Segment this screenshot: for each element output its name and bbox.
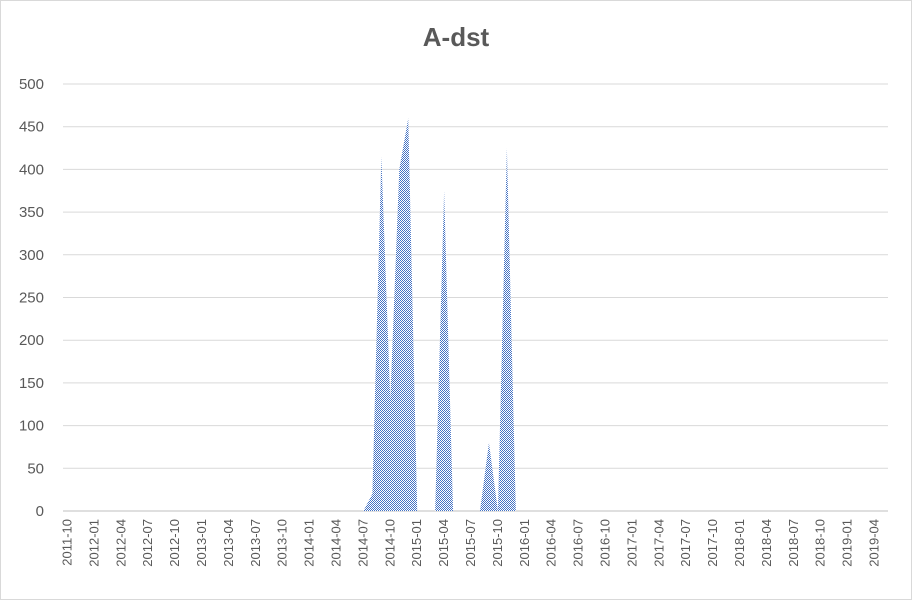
x-tick-label: 2014-01 xyxy=(302,519,317,567)
y-tick-label: 400 xyxy=(19,161,44,178)
x-tick-label: 2012-10 xyxy=(167,519,182,567)
x-tick-label: 2016-07 xyxy=(571,519,586,567)
x-tick-label: 2018-07 xyxy=(786,519,801,567)
x-tick-label: 2012-01 xyxy=(86,519,101,567)
x-tick-label: 2013-07 xyxy=(248,519,263,567)
area-series xyxy=(67,118,884,511)
y-tick-label: 250 xyxy=(19,290,44,307)
x-tick-label: 2019-01 xyxy=(840,519,855,567)
y-tick-label: 300 xyxy=(19,247,44,264)
x-tick-label: 2015-10 xyxy=(490,519,505,567)
x-tick-label: 2013-01 xyxy=(194,519,209,567)
x-tick-label: 2014-07 xyxy=(355,519,370,567)
y-tick-label: 0 xyxy=(36,503,44,520)
y-tick-label: 350 xyxy=(19,204,44,221)
x-tick-label: 2014-10 xyxy=(382,519,397,567)
x-tick-label: 2017-01 xyxy=(624,519,639,567)
x-tick-label: 2015-04 xyxy=(436,519,451,567)
chart-title: A-dst xyxy=(422,22,490,52)
y-tick-label: 450 xyxy=(19,119,44,136)
y-tick-label: 100 xyxy=(19,418,44,435)
y-tick-label: 150 xyxy=(19,375,44,392)
x-tick-label: 2015-07 xyxy=(463,519,478,567)
x-tick-label: 2018-10 xyxy=(813,519,828,567)
x-tick-label: 2016-10 xyxy=(598,519,613,567)
y-tick-label: 500 xyxy=(19,76,44,93)
x-tick-label: 2018-01 xyxy=(732,519,747,567)
y-tick-label: 200 xyxy=(19,332,44,349)
x-tick-label: 2014-04 xyxy=(329,519,344,567)
x-tick-label: 2013-04 xyxy=(221,519,236,567)
x-tick-label: 2018-04 xyxy=(759,519,774,567)
x-tick-label: 2016-01 xyxy=(517,519,532,567)
x-tick-label: 2012-04 xyxy=(113,519,128,567)
x-tick-label: 2017-10 xyxy=(705,519,720,567)
x-tick-label: 2011-10 xyxy=(59,519,74,566)
x-tick-label: 2016-04 xyxy=(544,519,559,567)
x-tick-label: 2019-04 xyxy=(867,519,882,567)
x-tick-label: 2017-04 xyxy=(651,519,666,567)
x-tick-label: 2015-01 xyxy=(409,519,424,567)
x-tick-label: 2013-10 xyxy=(275,519,290,567)
x-tick-label: 2012-07 xyxy=(140,519,155,567)
x-tick-label: 2017-07 xyxy=(678,519,693,567)
y-tick-label: 50 xyxy=(27,460,44,477)
